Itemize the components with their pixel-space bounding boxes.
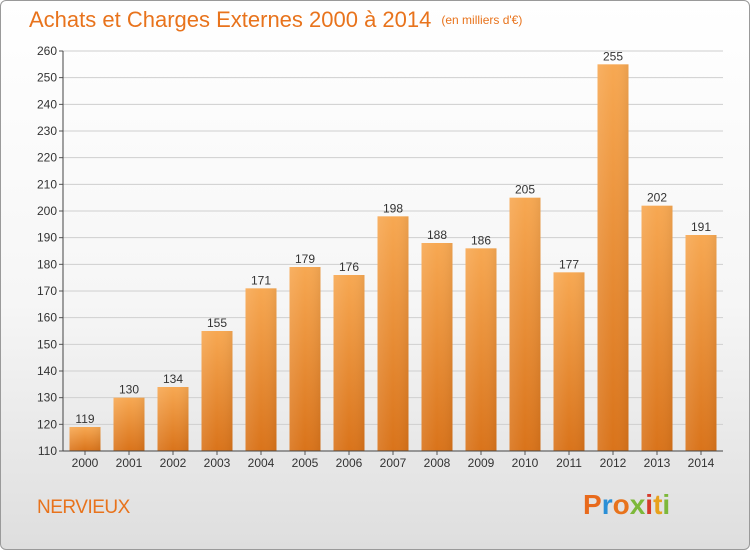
y-tick-label: 250 [37,71,57,85]
x-tick-label: 2001 [116,456,143,470]
x-tick-label: 2004 [248,456,275,470]
x-tick-label: 2013 [644,456,671,470]
value-label: 130 [119,383,139,397]
x-tick-label: 2007 [380,456,407,470]
value-label: 176 [339,260,359,274]
y-tick-label: 110 [38,444,57,458]
value-label: 191 [691,220,711,234]
y-tick-label: 160 [37,311,57,325]
bar-shine [157,387,189,451]
y-axis-ticks: 110 120 130 140 150 160 170 180 190 200 210 220 230 2… [37,44,63,458]
bar-shine [201,331,233,451]
x-tick-label: 2012 [600,456,627,470]
x-tick-label: 2014 [688,456,715,470]
y-tick-label: 170 [37,284,57,298]
value-label: 155 [207,316,227,330]
axes [62,51,723,452]
value-label: 255 [603,49,623,63]
value-label: 177 [559,257,579,271]
value-label: 198 [383,201,403,215]
value-label: 202 [647,191,667,205]
bar-shine [69,427,101,451]
y-tick-label: 210 [37,177,57,191]
value-label: 186 [471,233,491,247]
x-tick-label: 2000 [72,456,99,470]
bar-shine [465,248,497,451]
x-tick-label: 2003 [204,456,231,470]
x-tick-label: 2005 [292,456,319,470]
y-tick-label: 140 [37,364,57,378]
y-tick-label: 150 [37,337,57,351]
y-tick-label: 200 [37,204,57,218]
bar-shine [113,397,145,451]
commune-name: NERVIEUX [37,497,130,518]
value-label: 171 [251,273,271,287]
value-label: 188 [427,228,447,242]
x-tick-label: 2010 [512,456,539,470]
x-tick-label: 2011 [556,456,582,470]
value-label: 205 [515,183,535,197]
bar-shine [245,288,277,451]
value-label: 134 [163,372,183,386]
bar-shine [509,197,541,451]
x-tick-label: 2008 [424,456,451,470]
bar-shine [597,64,629,452]
y-tick-label: 230 [37,124,57,138]
y-tick-label: 190 [37,231,57,245]
y-tick-label: 130 [37,391,57,405]
value-label: 119 [75,412,94,426]
proxiti-logo: Proxiti [583,489,671,520]
chart-subtitle: (en milliers d'€) [441,13,523,27]
chart-title: Achats et Charges Externes 2000 à 2014 (e… [29,7,522,33]
x-axis-ticks: 2000 2001 2002 2003 2004 2005 2006 2007 2008 2009… [72,451,715,470]
bar-shine [333,275,365,451]
x-tick-label: 2006 [336,456,363,470]
y-tick-label: 180 [37,257,57,271]
bars-group [69,64,717,452]
x-tick-label: 2002 [160,456,187,470]
y-tick-label: 240 [37,97,57,111]
x-tick-label: 2009 [468,456,495,470]
y-tick-label: 260 [37,44,57,58]
bar-shine [421,243,453,451]
value-labels-group: 119 130 134 155 171 179 176 198 188 186 205 177 255 2… [75,49,711,426]
y-tick-label: 120 [37,417,57,431]
bar-shine [289,267,321,451]
y-tick-label: 220 [37,151,57,165]
bar-shine [377,216,409,451]
title-text: Achats et Charges Externes 2000 à 2014 [29,7,432,32]
value-label: 179 [295,252,315,266]
bar-shine [553,272,585,451]
bar-shine [641,205,673,451]
bar-shine [685,235,717,451]
